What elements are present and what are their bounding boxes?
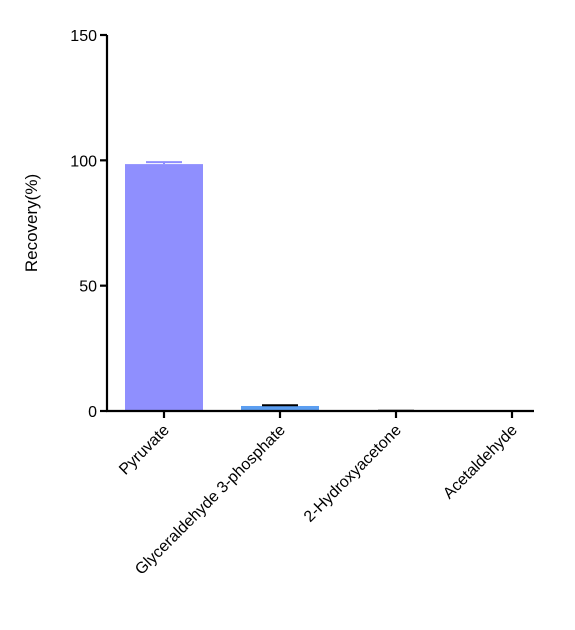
y-tick-label: 150 [70, 28, 97, 45]
y-axis-title: Recovery(%) [22, 174, 41, 272]
bar-0 [125, 164, 203, 411]
bar-1 [241, 405, 319, 411]
category-label-0: Pyruvate [116, 422, 173, 479]
y-tick-label: 0 [88, 404, 97, 421]
bars [125, 161, 435, 412]
y-axis: 0 50 100 150 [70, 28, 109, 421]
category-label-3: Acetaldehyde [440, 422, 521, 503]
category-label-2: 2-Hydroxyacetone [301, 422, 405, 526]
y-tick-label: 50 [79, 279, 97, 296]
y-tick-label: 100 [70, 153, 97, 170]
